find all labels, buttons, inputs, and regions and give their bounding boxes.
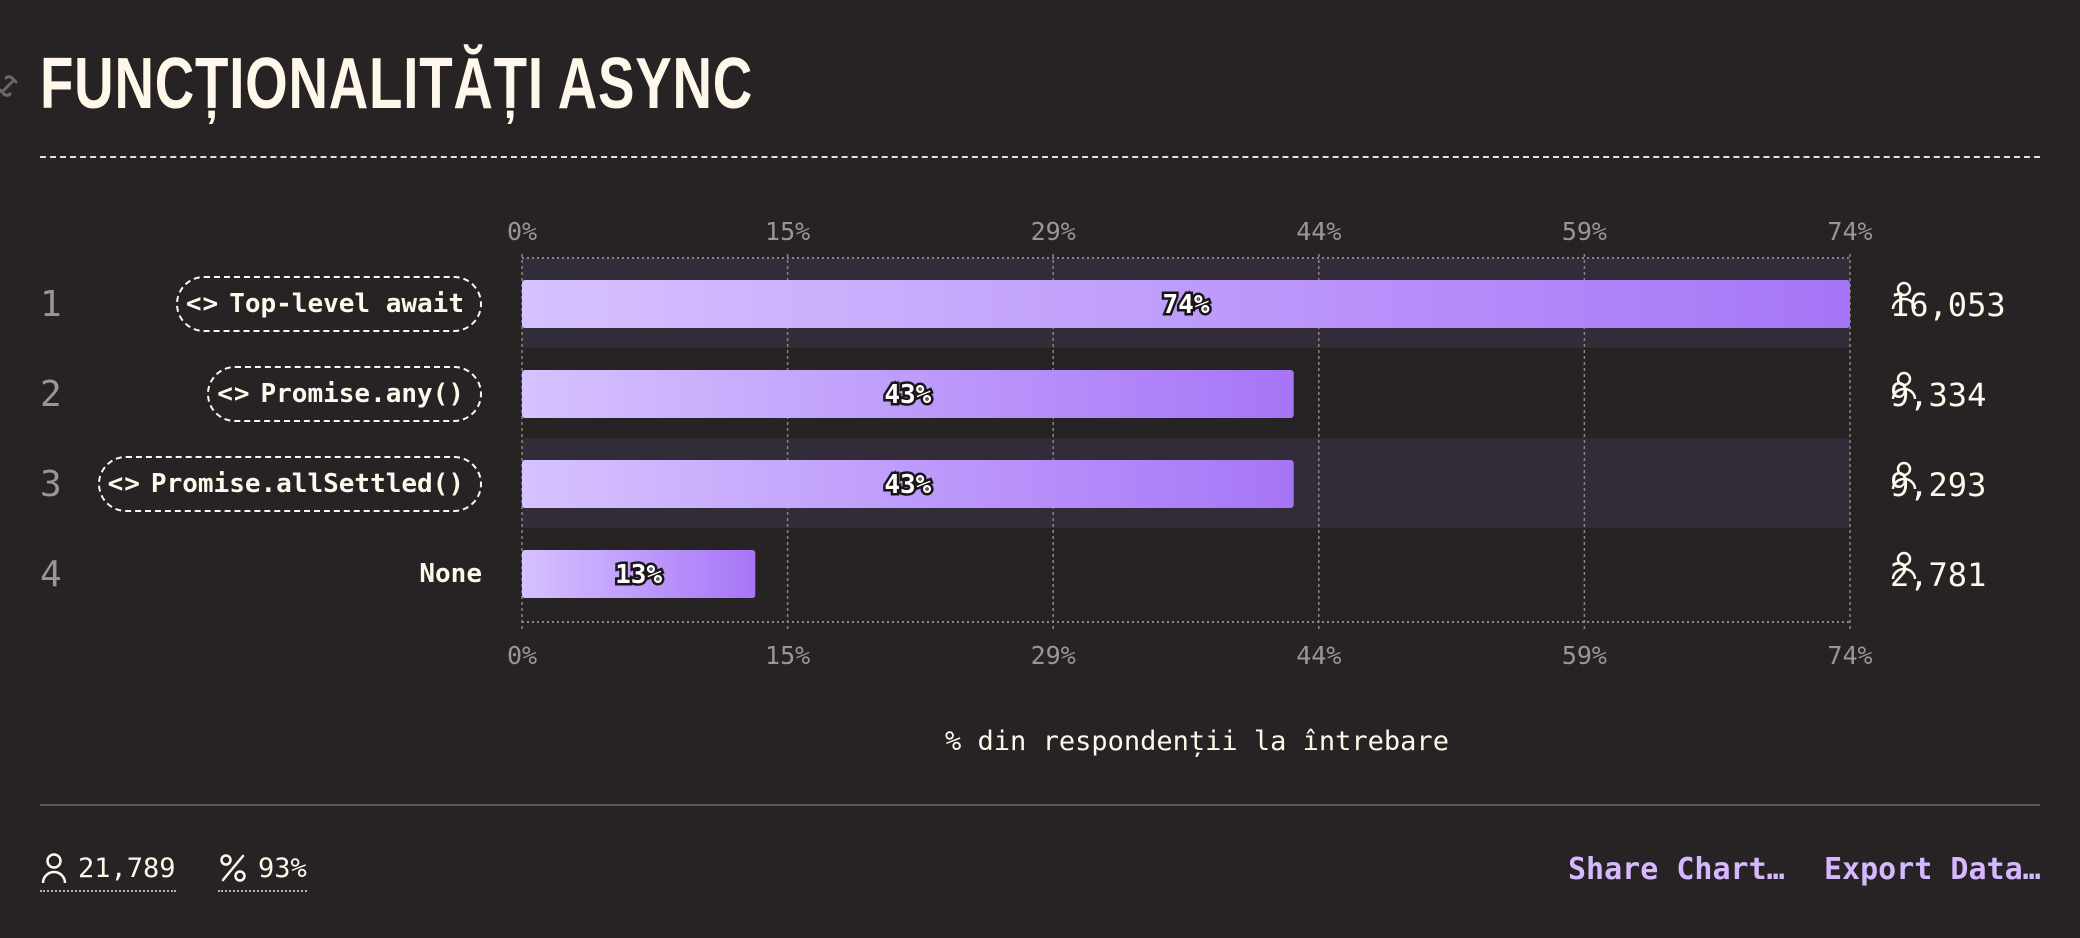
tick-label-bottom: 29% [1031, 641, 1076, 670]
percent-value: 93% [258, 852, 307, 884]
category-label: Promise.allSettled() [150, 469, 464, 499]
tick-label-top: 74% [1827, 217, 1872, 246]
rank-3: 3 [40, 464, 62, 505]
user-icon [1891, 461, 1917, 490]
count-row-4: 2,781 [1890, 550, 1986, 600]
percent-icon [220, 854, 246, 882]
code-icon: <> [107, 469, 141, 499]
user-icon [1891, 281, 1917, 310]
title-divider [40, 156, 2040, 158]
count-row-2: 9,334 [1890, 370, 1986, 420]
tick-label-bottom: 74% [1827, 641, 1872, 670]
code-icon: <> [217, 379, 251, 409]
category-label: Promise.any() [260, 379, 465, 409]
tick-label-top: 29% [1031, 217, 1076, 246]
bar-value-label: 74% [1163, 290, 1210, 320]
tick-label-bottom: 0% [507, 641, 537, 670]
respondents-count: 21,789 [78, 852, 176, 884]
export-data-link[interactable]: Export Data… [1824, 852, 2041, 887]
tick-label-bottom: 59% [1562, 641, 1607, 670]
count-row-3: 9,293 [1890, 460, 1986, 510]
category-promise-any[interactable]: <> Promise.any() [207, 366, 482, 422]
category-none: None [419, 559, 482, 589]
page-title: FUNCȚIONALITĂȚI ASYNC [40, 44, 754, 124]
count-row-1: 16,053 [1890, 280, 2006, 330]
bar [522, 280, 1850, 328]
tick-label-top: 44% [1296, 217, 1341, 246]
user-icon [1891, 551, 1917, 580]
bar [522, 370, 1294, 418]
bar [522, 550, 756, 598]
chart-canvas: 0% 0% 15% 15% 29% 29% 44% 44% 59% 59% 74% 74% 74% 43%… [507, 217, 1873, 670]
tick-label-bottom: 15% [765, 641, 810, 670]
tick-label-top: 0% [507, 217, 537, 246]
tick-label-top: 59% [1562, 217, 1607, 246]
share-chart-link[interactable]: Share Chart… [1568, 852, 1785, 887]
count-value: 2,781 [1890, 556, 1987, 594]
category-promise-allsettled[interactable]: <> Promise.allSettled() [97, 456, 482, 512]
bar-chart: 0% 0% 15% 15% 29% 29% 44% 44% 59% 59% 74% 74% 74% 43%… [40, 217, 2006, 757]
tick-label-top: 15% [765, 217, 810, 246]
code-icon: <> [185, 289, 220, 319]
rank-1: 1 [40, 284, 62, 325]
category-label: Top-level await [229, 289, 464, 319]
count-value: 9,334 [1890, 376, 1987, 414]
link-icon[interactable] [0, 72, 22, 100]
category-top-level-await[interactable]: <> Top-level await [175, 276, 482, 332]
percent-stat[interactable]: 93% [218, 852, 307, 892]
bar [522, 460, 1294, 508]
tick-label-bottom: 44% [1296, 641, 1341, 670]
rank-4: 4 [40, 554, 62, 595]
user-icon [41, 853, 67, 884]
bar-value-label: 43% [884, 470, 931, 500]
footer-divider [40, 804, 2040, 806]
bar-value-label: 13% [615, 560, 662, 590]
user-icon [1891, 371, 1917, 400]
count-value: 9,293 [1890, 466, 1987, 504]
rank-2: 2 [40, 374, 62, 415]
x-axis-label: % din respondenții la întrebare [945, 726, 1449, 757]
bar-value-label: 43% [884, 380, 931, 410]
respondents-stat[interactable]: 21,789 [40, 852, 176, 892]
